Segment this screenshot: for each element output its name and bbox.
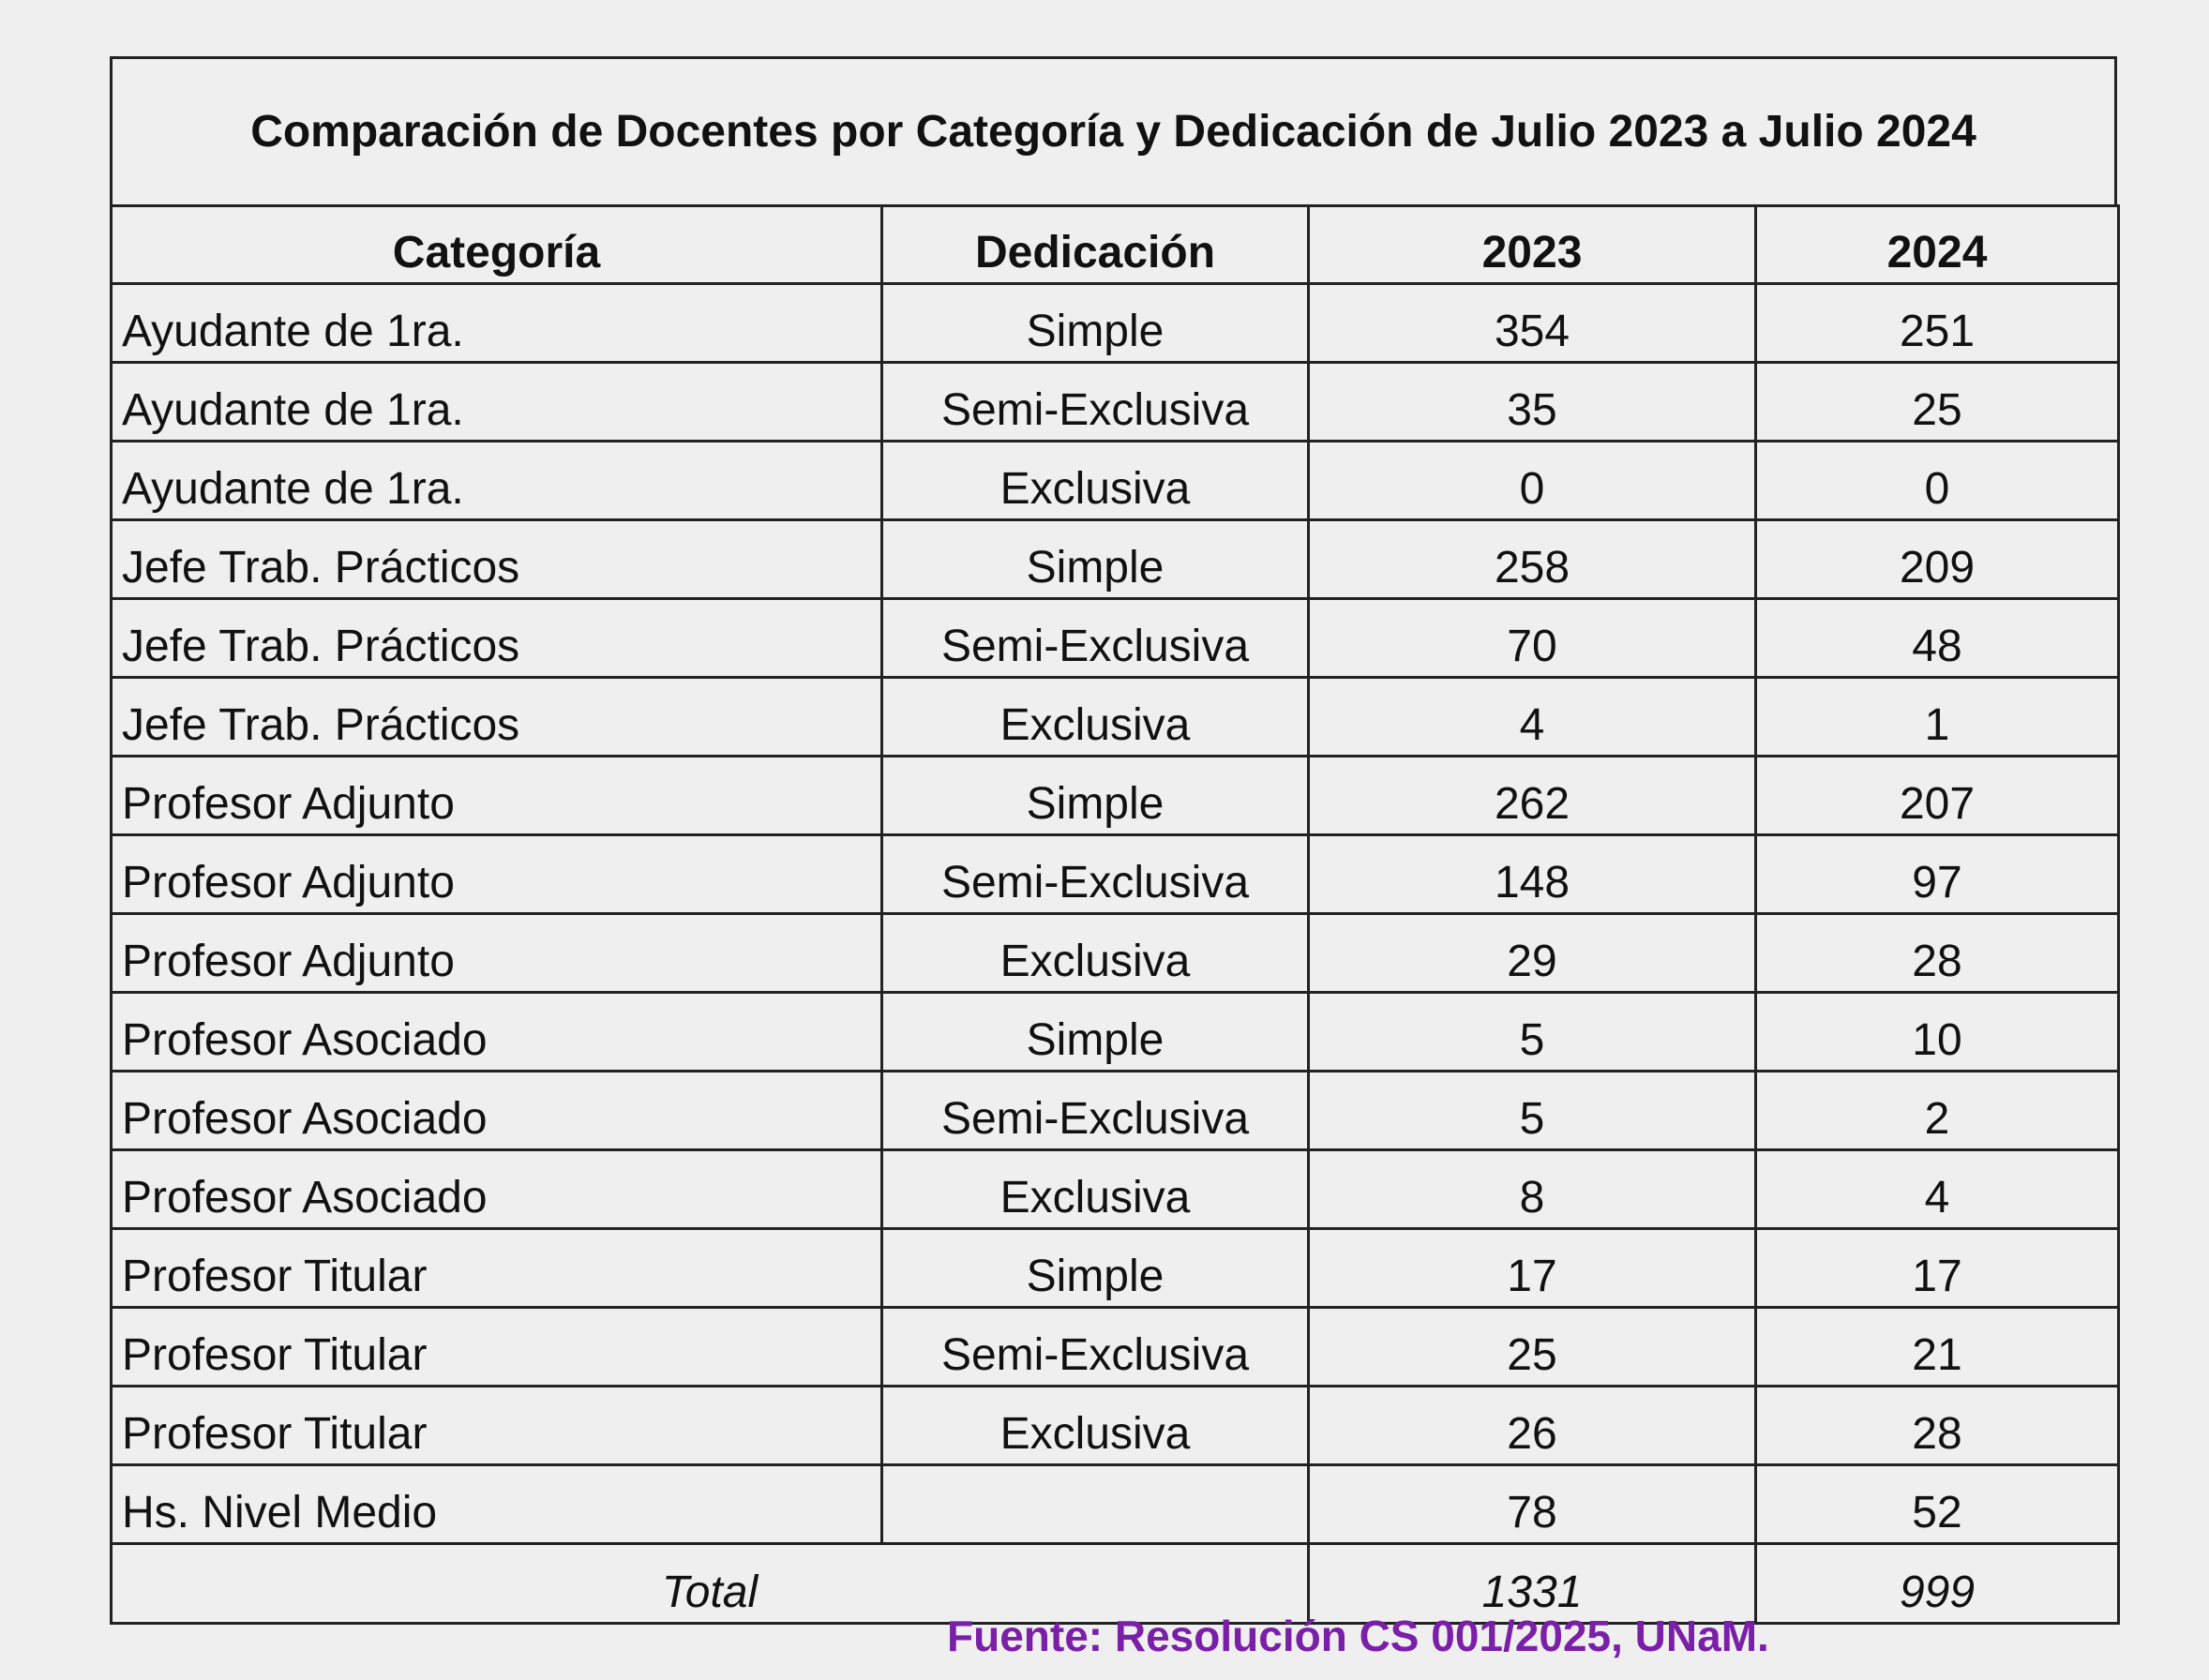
count-cell: 209 [1754,518,2120,600]
category-cell: Jefe Trab. Prácticos [110,518,883,600]
data-table: Categoría Dedicación 2023 2024 Ayudante de … [110,204,2120,1625]
count-cell: 17 [1754,1227,2120,1309]
count-cell: 8 [1307,1148,1757,1230]
table-row: Profesor Adjunto Semi-Exclusiva 148 97 [110,833,2120,915]
category-cell: Hs. Nivel Medio [110,1463,883,1545]
category-cell: Ayudante de 1ra. [110,282,883,364]
dedication-cell: Exclusiva [880,440,1310,521]
category-cell: Profesor Adjunto [110,755,883,836]
count-cell: 5 [1307,991,1757,1072]
total-label: Total [110,1542,1310,1625]
dedication-cell: Exclusiva [880,912,1310,994]
table-row: Profesor Titular Exclusiva 26 28 [110,1385,2120,1466]
table-row: Jefe Trab. Prácticos Exclusiva 4 1 [110,676,2120,758]
total-cell: 1331 [1307,1542,1757,1625]
count-cell: 26 [1307,1385,1757,1466]
count-cell: 10 [1754,991,2120,1072]
category-cell: Jefe Trab. Prácticos [110,597,883,679]
dedication-cell: Exclusiva [880,1385,1310,1466]
category-cell: Profesor Titular [110,1227,883,1309]
dedication-cell: Semi-Exclusiva [880,833,1310,915]
table-row: Jefe Trab. Prácticos Semi-Exclusiva 70 48 [110,597,2120,679]
dedication-cell: Semi-Exclusiva [880,1070,1310,1151]
count-cell: 78 [1307,1463,1757,1545]
count-cell: 35 [1307,361,1757,442]
table-row: Profesor Asociado Exclusiva 8 4 [110,1148,2120,1230]
count-cell: 70 [1307,597,1757,679]
column-header: Categoría [110,204,883,285]
table-row: Profesor Adjunto Exclusiva 29 28 [110,912,2120,994]
dedication-cell: Semi-Exclusiva [880,597,1310,679]
header-row: Categoría Dedicación 2023 2024 [110,204,2120,285]
dedication-cell: Simple [880,991,1310,1072]
count-cell: 262 [1307,755,1757,836]
category-cell: Ayudante de 1ra. [110,440,883,521]
table-row: Ayudante de 1ra. Exclusiva 0 0 [110,440,2120,521]
count-cell: 5 [1307,1070,1757,1151]
count-cell: 25 [1754,361,2120,442]
dedication-cell: Semi-Exclusiva [880,1306,1310,1388]
count-cell: 4 [1307,676,1757,758]
table-row: Profesor Titular Simple 17 17 [110,1227,2120,1309]
category-cell: Profesor Asociado [110,1148,883,1230]
total-cell: 999 [1754,1542,2120,1625]
total-row: Total 1331 999 [110,1542,2120,1625]
table-row: Profesor Adjunto Simple 262 207 [110,755,2120,836]
dedication-cell: Exclusiva [880,1148,1310,1230]
table-title: Comparación de Docentes por Categoría y … [110,56,2117,204]
dedication-cell [880,1463,1310,1545]
dedication-cell: Simple [880,518,1310,600]
dedication-cell: Exclusiva [880,676,1310,758]
count-cell: 2 [1754,1070,2120,1151]
table-row: Profesor Asociado Simple 5 10 [110,991,2120,1072]
count-cell: 52 [1754,1463,2120,1545]
dedication-cell: Simple [880,1227,1310,1309]
count-cell: 97 [1754,833,2120,915]
count-cell: 48 [1754,597,2120,679]
count-cell: 207 [1754,755,2120,836]
table-row: Profesor Asociado Semi-Exclusiva 5 2 [110,1070,2120,1151]
column-header: 2023 [1307,204,1757,285]
table-row: Profesor Titular Semi-Exclusiva 25 21 [110,1306,2120,1388]
count-cell: 21 [1754,1306,2120,1388]
dedication-cell: Simple [880,755,1310,836]
count-cell: 28 [1754,1385,2120,1466]
category-cell: Profesor Adjunto [110,912,883,994]
count-cell: 17 [1307,1227,1757,1309]
count-cell: 258 [1307,518,1757,600]
category-cell: Ayudante de 1ra. [110,361,883,442]
category-cell: Profesor Titular [110,1385,883,1466]
column-header: 2024 [1754,204,2120,285]
source-note: Fuente: Resolución CS 001/2025, UNaM. [947,1612,1769,1660]
count-cell: 28 [1754,912,2120,994]
table-row: Hs. Nivel Medio 78 52 [110,1463,2120,1545]
count-cell: 354 [1307,282,1757,364]
dedication-cell: Simple [880,282,1310,364]
count-cell: 25 [1307,1306,1757,1388]
table-row: Ayudante de 1ra. Simple 354 251 [110,282,2120,364]
count-cell: 0 [1754,440,2120,521]
column-header: Dedicación [880,204,1310,285]
table-row: Jefe Trab. Prácticos Simple 258 209 [110,518,2120,600]
table-row: Ayudante de 1ra. Semi-Exclusiva 35 25 [110,361,2120,442]
count-cell: 4 [1754,1148,2120,1230]
category-cell: Profesor Titular [110,1306,883,1388]
count-cell: 1 [1754,676,2120,758]
count-cell: 0 [1307,440,1757,521]
category-cell: Jefe Trab. Prácticos [110,676,883,758]
category-cell: Profesor Asociado [110,991,883,1072]
category-cell: Profesor Adjunto [110,833,883,915]
count-cell: 148 [1307,833,1757,915]
sheet: Comparación de Docentes por Categoría y … [110,56,2120,1625]
category-cell: Profesor Asociado [110,1070,883,1151]
dedication-cell: Semi-Exclusiva [880,361,1310,442]
table-body: Ayudante de 1ra. Simple 354 251 Ayudante de … [110,282,2120,1625]
count-cell: 251 [1754,282,2120,364]
count-cell: 29 [1307,912,1757,994]
